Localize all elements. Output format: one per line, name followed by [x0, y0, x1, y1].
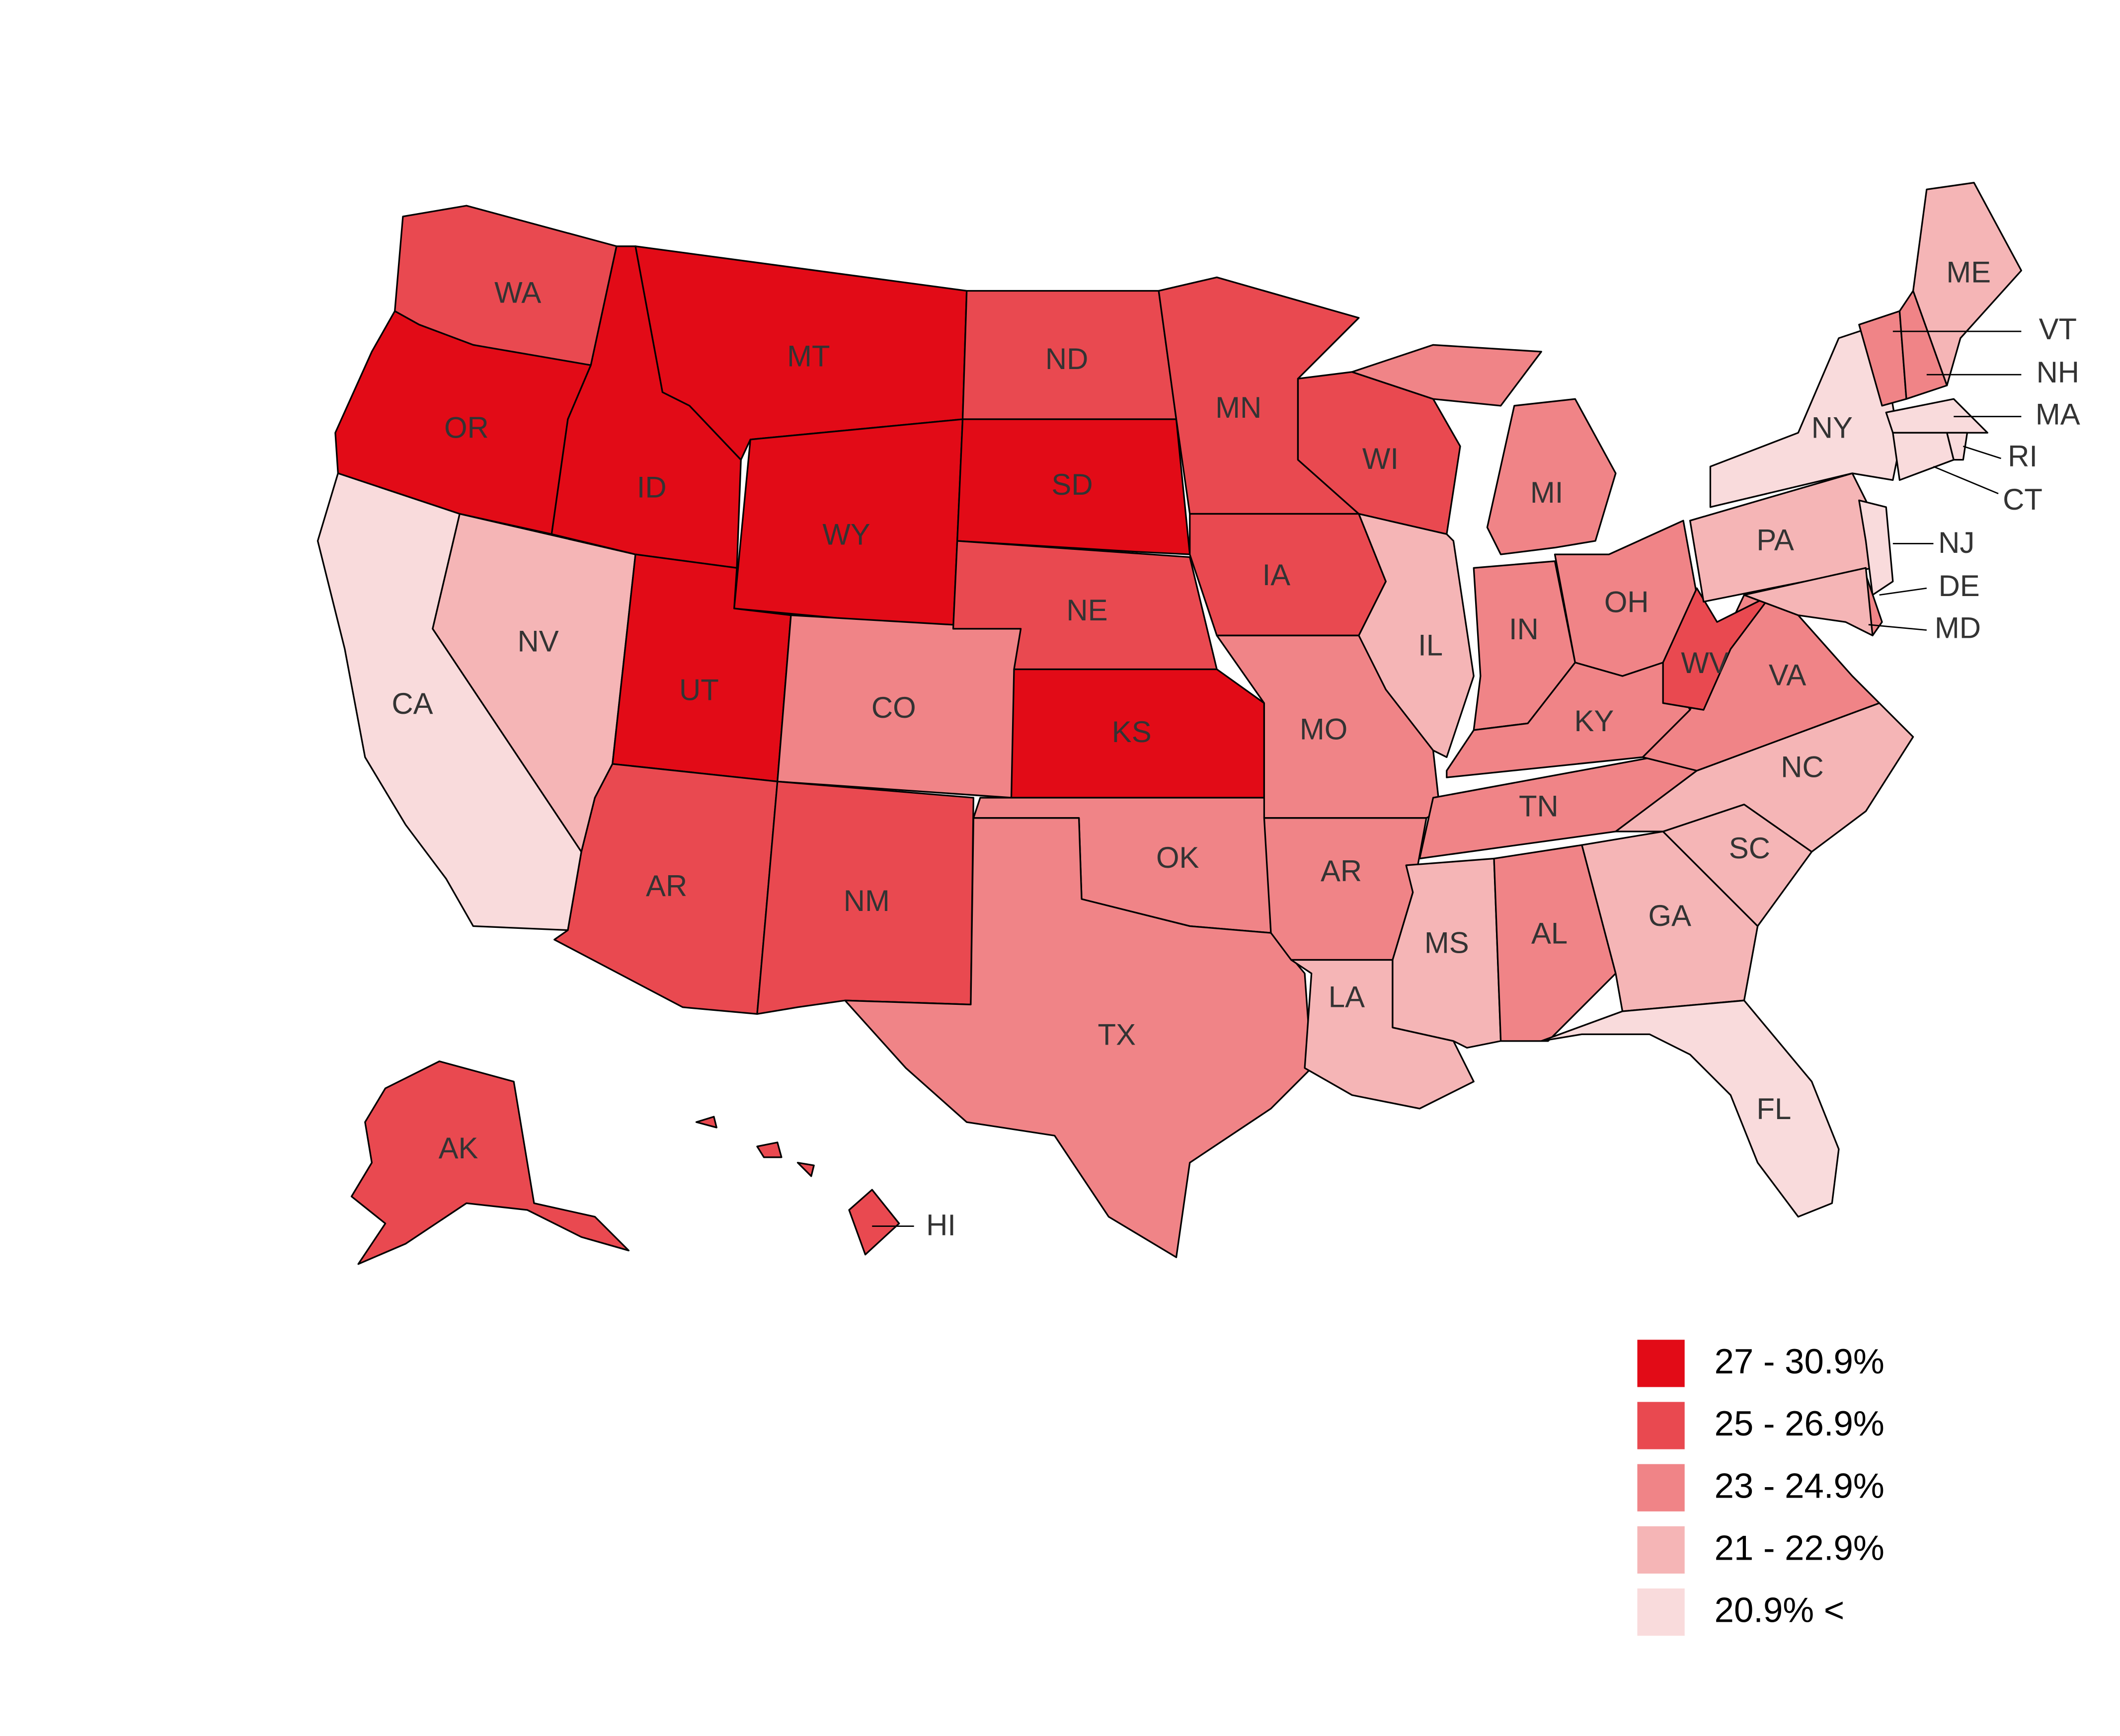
- state-label: NJ: [1938, 526, 1974, 559]
- state-region: [1946, 432, 1968, 461]
- state-label: GA: [1649, 899, 1692, 932]
- leader-line: [1868, 624, 1927, 631]
- state-label: RI: [2008, 440, 2038, 473]
- leader-lines: [872, 330, 2022, 1227]
- state-label: SD: [1051, 468, 1093, 501]
- state-label: TN: [1519, 790, 1559, 823]
- state-label: PA: [1756, 523, 1794, 556]
- state-region: [1493, 844, 1617, 1042]
- state-label: NH: [2037, 356, 2079, 389]
- state-region: [956, 418, 1191, 555]
- state-region: [1540, 999, 1840, 1218]
- legend: 27 - 30.9% 25 - 26.9% 23 - 24.9% 21 - 22.9%…: [1637, 1340, 1884, 1636]
- legend-label: 25 - 26.9%: [1715, 1404, 1884, 1443]
- state-label: NC: [1781, 751, 1823, 784]
- state-label: MI: [1530, 476, 1564, 509]
- state-label: ID: [637, 470, 667, 504]
- state-label: AR: [1321, 854, 1362, 888]
- legend-swatch: [1637, 1402, 1685, 1449]
- state-label: OK: [1156, 841, 1199, 874]
- state-label: WI: [1362, 442, 1399, 475]
- legend-label: 21 - 22.9%: [1715, 1528, 1884, 1567]
- state-label: IL: [1418, 629, 1443, 662]
- state-region: [1892, 432, 1955, 481]
- state-label: WA: [494, 276, 541, 309]
- state-label: HI: [926, 1208, 956, 1242]
- state-label: MN: [1215, 391, 1261, 424]
- leader-line: [1879, 587, 1927, 596]
- legend-label: 20.9% <: [1715, 1590, 1845, 1630]
- states: [316, 182, 2022, 1265]
- state-region: [1358, 513, 1475, 758]
- state-label: IA: [1262, 558, 1291, 592]
- state-label: MO: [1300, 712, 1347, 746]
- legend-swatch: [1637, 1588, 1685, 1636]
- state-label: AL: [1531, 916, 1568, 950]
- legend-swatch: [1637, 1526, 1685, 1574]
- state-label: KY: [1574, 704, 1614, 738]
- state-label: MT: [787, 339, 830, 373]
- state-labels: WA OR CA NV ID MT WY UT AR CO NM ND SD NE KS OK TX MN IA MO…: [392, 256, 2080, 1242]
- state-region: [1446, 662, 1691, 778]
- state-region: [695, 1116, 900, 1256]
- state-region: [1885, 398, 1988, 434]
- state-region: [1662, 587, 1772, 711]
- state-label: AR: [646, 869, 687, 903]
- state-label: MS: [1424, 926, 1469, 959]
- state-region: [1858, 499, 1894, 596]
- state-label: VT: [2039, 312, 2077, 346]
- legend-label: 27 - 30.9%: [1715, 1342, 1884, 1381]
- state-label: OR: [444, 411, 489, 445]
- state-label: TX: [1098, 1018, 1136, 1051]
- state-label: VA: [1769, 659, 1806, 692]
- state-label: NY: [1811, 411, 1853, 445]
- state-label: NM: [844, 884, 890, 917]
- state-label: SC: [1729, 831, 1770, 865]
- state-label: NV: [517, 625, 558, 658]
- state-label: NE: [1066, 594, 1107, 627]
- state-label: CA: [392, 687, 433, 720]
- state-region: [1743, 567, 1874, 637]
- state-label: FL: [1756, 1092, 1791, 1126]
- leader-line: [1963, 446, 2001, 459]
- leader-line: [1933, 466, 1999, 494]
- state-label: OH: [1604, 586, 1649, 619]
- state-label: AK: [439, 1132, 478, 1165]
- state-region: [1912, 182, 2022, 386]
- state-label: ME: [1946, 256, 1991, 289]
- state-label: WY: [822, 518, 870, 551]
- state-region: [350, 1060, 630, 1265]
- state-label: MD: [1935, 611, 1981, 644]
- state-label: WV: [1681, 646, 1728, 679]
- legend-swatch: [1637, 1464, 1685, 1511]
- state-label: UT: [679, 674, 719, 707]
- state-label: IN: [1509, 612, 1539, 646]
- state-label: ND: [1045, 342, 1088, 376]
- legend-label: 23 - 24.9%: [1715, 1466, 1884, 1505]
- state-label: KS: [1112, 715, 1152, 749]
- state-label: CT: [2003, 483, 2042, 516]
- legend-swatch: [1637, 1340, 1685, 1387]
- state-label: CO: [871, 691, 916, 724]
- state-label: MA: [2036, 397, 2080, 431]
- state-region: [844, 817, 1313, 1258]
- state-region: [1351, 344, 1617, 555]
- state-label: DE: [1939, 569, 1980, 603]
- state-label: LA: [1329, 980, 1365, 1013]
